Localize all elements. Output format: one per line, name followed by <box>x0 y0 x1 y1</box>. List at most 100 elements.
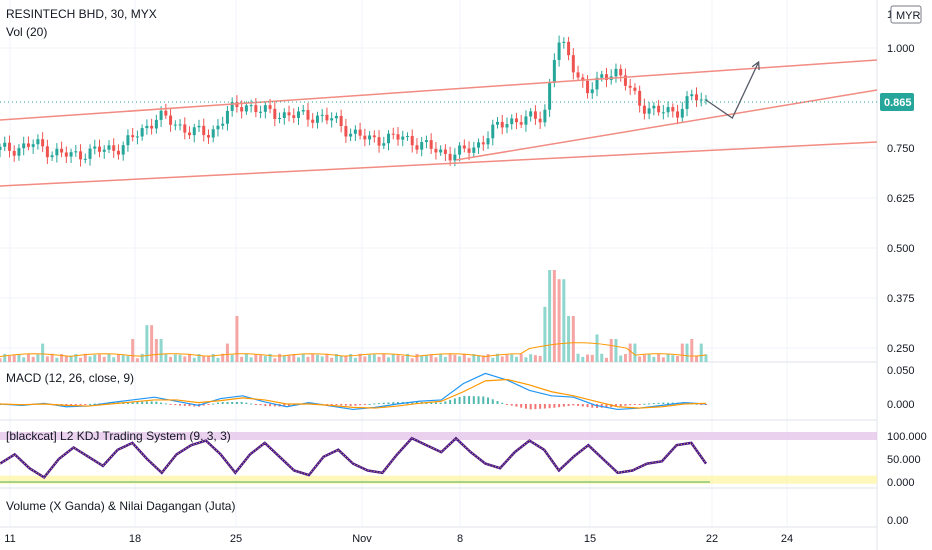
candle-body <box>695 94 699 101</box>
volume-bar <box>699 343 703 362</box>
macd-histogram-bar <box>126 402 129 404</box>
macd-histogram-bar <box>269 404 272 407</box>
macd-histogram-bar <box>667 402 670 404</box>
macd-histogram-bar <box>273 404 276 407</box>
macd-histogram-bar <box>434 402 437 404</box>
volume-bar <box>405 353 409 362</box>
volume-bar <box>571 316 575 362</box>
volume-bar <box>17 354 21 362</box>
macd-histogram-bar <box>624 404 627 406</box>
candle-body <box>453 154 457 161</box>
volume-bar <box>3 353 7 362</box>
price-axis[interactable]: 1.000 0.750 0.625 0.500 0.375 0.250 0.865 0.050… <box>880 43 927 527</box>
candle-body <box>41 139 45 147</box>
volume-ma-line <box>0 342 707 357</box>
volume-bar <box>661 357 665 362</box>
volume-bar <box>567 316 571 362</box>
macd-histogram-bar <box>430 402 433 404</box>
candle-body <box>638 90 642 106</box>
macd-histogram-bar <box>553 404 556 408</box>
macd-histogram-bar <box>643 403 646 405</box>
volume-bar <box>121 355 125 362</box>
candle-body <box>472 147 476 153</box>
candle-body <box>477 142 481 148</box>
candle-body <box>529 111 533 117</box>
candle-body <box>510 118 514 125</box>
volume-bar <box>510 354 514 362</box>
price-pane[interactable] <box>0 35 878 187</box>
macd-histogram-bar <box>250 403 253 405</box>
volume-pane <box>0 270 708 362</box>
volume-bar <box>652 356 656 362</box>
volume-bar <box>7 355 11 362</box>
price-tick-label: 1.000 <box>887 43 915 55</box>
volume-bar <box>429 354 433 362</box>
volume-bar <box>410 358 414 362</box>
volume-bar <box>183 356 187 362</box>
volume-bar <box>391 354 395 362</box>
macd-histogram-bar <box>382 402 385 404</box>
macd-histogram-bar <box>359 404 362 406</box>
candle-body <box>429 140 433 149</box>
macd-histogram-bar <box>221 401 224 404</box>
currency-button[interactable] <box>890 5 922 24</box>
candle-body <box>562 41 566 43</box>
time-axis[interactable]: 11 18 25 Nov 8 15 22 24 <box>4 533 793 545</box>
last-price-badge <box>880 93 914 111</box>
macd-histogram-bar <box>93 403 96 405</box>
volume-bar <box>439 353 443 362</box>
volume-bar <box>514 356 518 362</box>
volume-bar <box>496 353 500 362</box>
candle-body <box>268 105 272 109</box>
macd-histogram-bar <box>349 404 352 406</box>
kdj-pane[interactable] <box>0 432 877 484</box>
candle-body <box>197 125 201 128</box>
volume-bar <box>98 354 102 362</box>
candle-body <box>344 126 348 137</box>
candle-body <box>533 111 537 119</box>
macd-histogram-bar <box>70 404 73 406</box>
volume-bar <box>434 357 438 362</box>
candle-body <box>349 133 353 137</box>
candle-body <box>107 145 111 150</box>
volume-bar <box>462 353 466 362</box>
volume-bar <box>12 355 16 362</box>
macd-pane[interactable] <box>0 372 707 411</box>
volume-bar <box>131 339 135 362</box>
candle-body <box>83 158 87 160</box>
candle-body <box>391 133 395 135</box>
macd-histogram-bar <box>155 401 158 404</box>
turnover-tick-label: 0.00 <box>887 515 908 527</box>
volume-bar <box>609 339 613 362</box>
candle-body <box>652 105 656 109</box>
candle-body <box>74 151 78 153</box>
candle-body <box>230 102 234 111</box>
volume-bar <box>334 354 338 362</box>
volume-bar <box>150 325 154 362</box>
candle-body <box>135 136 139 138</box>
macd-histogram-bar <box>363 404 366 405</box>
macd-histogram-bar <box>539 404 542 409</box>
volume-bar <box>467 357 471 362</box>
candle-body <box>680 109 684 118</box>
volume-bar <box>282 355 286 362</box>
candle-body <box>244 105 248 112</box>
macd-histogram-bar <box>354 404 357 406</box>
volume-bar <box>306 356 310 362</box>
macd-histogram-bar <box>695 403 698 405</box>
candle-body <box>211 129 215 138</box>
macd-histogram-bar <box>283 404 286 407</box>
candle-body <box>396 134 400 140</box>
candle-body <box>17 148 21 156</box>
macd-histogram-bar <box>179 404 182 406</box>
volume-bar <box>325 353 329 362</box>
volume-bar <box>320 356 324 362</box>
candle-body <box>628 85 632 88</box>
candle-body <box>79 151 83 160</box>
price-tick-label: 0.625 <box>887 193 915 205</box>
macd-histogram-bar <box>164 403 167 405</box>
candle-body <box>600 74 604 78</box>
macd-histogram-bar <box>65 404 68 406</box>
candle-body <box>287 112 291 116</box>
